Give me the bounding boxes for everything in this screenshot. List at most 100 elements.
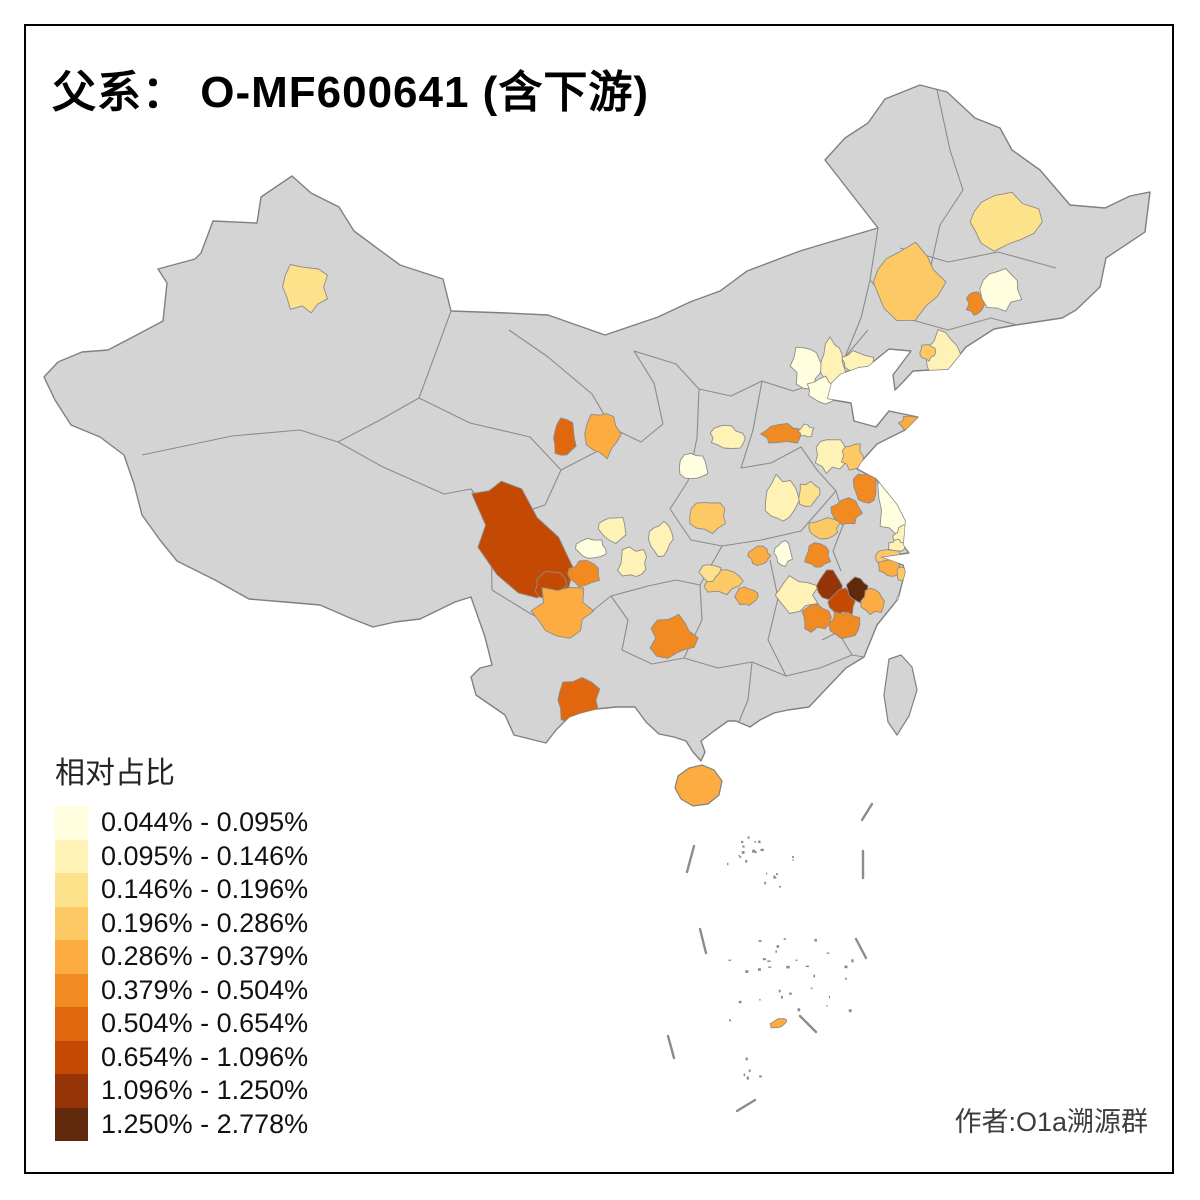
islet-dot [754, 840, 756, 843]
legend-row: 0.286% - 0.379% [55, 940, 308, 974]
map-region [830, 497, 863, 525]
islet-dot [741, 840, 744, 844]
islet-dot [795, 959, 798, 961]
islet-dot [773, 875, 775, 877]
islet-dot [813, 974, 816, 978]
legend-rows: 0.044% - 0.095% 0.095% - 0.146% 0.146% - 0… [55, 806, 308, 1141]
map-region [798, 480, 821, 507]
legend-swatch [55, 806, 88, 840]
map-region [597, 516, 627, 544]
sea-boundary-dash [854, 937, 868, 960]
province-border [669, 490, 837, 547]
islet-dot [768, 966, 772, 968]
islet-dot [745, 859, 748, 863]
islet-dot [765, 872, 768, 875]
province-border [740, 446, 837, 492]
legend-swatch [55, 1007, 88, 1041]
islet-dot [789, 992, 792, 995]
map-region [471, 480, 574, 599]
map-region [969, 191, 1043, 252]
legend-row: 1.250% - 2.778% [55, 1107, 309, 1141]
islet-dot [783, 938, 787, 940]
legend-swatch [55, 873, 88, 907]
legend-row: 1.096% - 1.250% [55, 1074, 308, 1108]
legend-label: 1.250% - 2.778% [101, 1108, 309, 1139]
map-region [553, 417, 577, 456]
map-region [709, 424, 746, 449]
legend-label: 0.095% - 0.146% [101, 840, 309, 871]
islet-dot [797, 1008, 801, 1012]
legend-swatch [55, 1107, 88, 1141]
province-border [767, 559, 787, 677]
hainan-island-region [674, 764, 723, 807]
map-region [575, 537, 607, 559]
legend-row: 0.044% - 0.095% [55, 806, 308, 840]
map-region [747, 545, 772, 566]
sea-boundary-dash [860, 802, 874, 822]
islet-dot [755, 850, 757, 854]
islet-dot [752, 849, 755, 853]
province-border [141, 310, 452, 456]
islet-dot [758, 940, 762, 942]
islet-dot [776, 873, 778, 876]
legend-swatch [55, 1074, 88, 1108]
map-region [530, 587, 595, 639]
map-region [698, 564, 722, 582]
islet-dot [764, 881, 767, 885]
map-region [648, 520, 674, 557]
map-region [797, 423, 815, 438]
map-region [808, 517, 841, 540]
islet-dot [826, 952, 830, 954]
sea-boundary-dash [685, 844, 696, 874]
map-region [760, 423, 803, 444]
islet-dot [747, 836, 750, 839]
legend-row: 0.095% - 0.146% [55, 839, 309, 873]
islet-dot [762, 958, 766, 961]
legend-title: 相对占比 [55, 757, 175, 790]
islet-dot [757, 968, 761, 971]
islet-dot [741, 851, 745, 854]
islet-dot [729, 1019, 732, 1022]
legend-label: 0.146% - 0.196% [101, 874, 309, 905]
legend-label: 0.654% - 1.096% [101, 1041, 309, 1072]
attribution-text: 作者:O1a溯源群 [954, 1107, 1148, 1137]
islet-dot [814, 939, 817, 942]
islet-dot [805, 965, 809, 968]
islet-dot [848, 1009, 852, 1013]
map-region [617, 546, 647, 577]
map-region [828, 611, 861, 639]
map-region [860, 587, 885, 615]
islet-dot [758, 840, 761, 844]
islet-dot [760, 848, 764, 852]
province-border [610, 595, 685, 665]
sea-boundary-dash [666, 1034, 676, 1060]
map-region [872, 241, 947, 321]
legend-label: 0.286% - 0.379% [101, 941, 309, 972]
islet-dot [773, 876, 777, 879]
legend-swatch [55, 973, 88, 1007]
legend: 相对占比 0.044% - 0.095% 0.095% - 0.146% 0.146… [55, 748, 308, 1141]
islet-dot [727, 862, 729, 866]
page-title: 父系： O-MF600641 (含下游) [52, 68, 649, 117]
sea-boundary-dash [798, 1014, 818, 1034]
map-region [689, 502, 727, 534]
islet-dot [786, 965, 790, 969]
map-region [801, 603, 832, 633]
islet-dot [767, 960, 771, 962]
sea-boundary-dash [698, 927, 708, 955]
sea-boundary-dash [735, 1098, 757, 1113]
legend-swatch [55, 906, 88, 940]
province-border [508, 329, 613, 471]
legend-label: 0.504% - 0.654% [101, 1008, 309, 1039]
legend-swatch [55, 839, 88, 873]
islet-dot [851, 959, 854, 963]
taiwan-island [883, 654, 918, 737]
map-region [649, 613, 699, 659]
map-region [282, 264, 328, 314]
map-region [887, 538, 906, 552]
islet-dot [826, 1005, 828, 1007]
legend-row: 0.379% - 0.504% [55, 973, 308, 1007]
province-border [737, 661, 753, 725]
map-region [584, 413, 622, 460]
islet-dot [792, 859, 794, 861]
